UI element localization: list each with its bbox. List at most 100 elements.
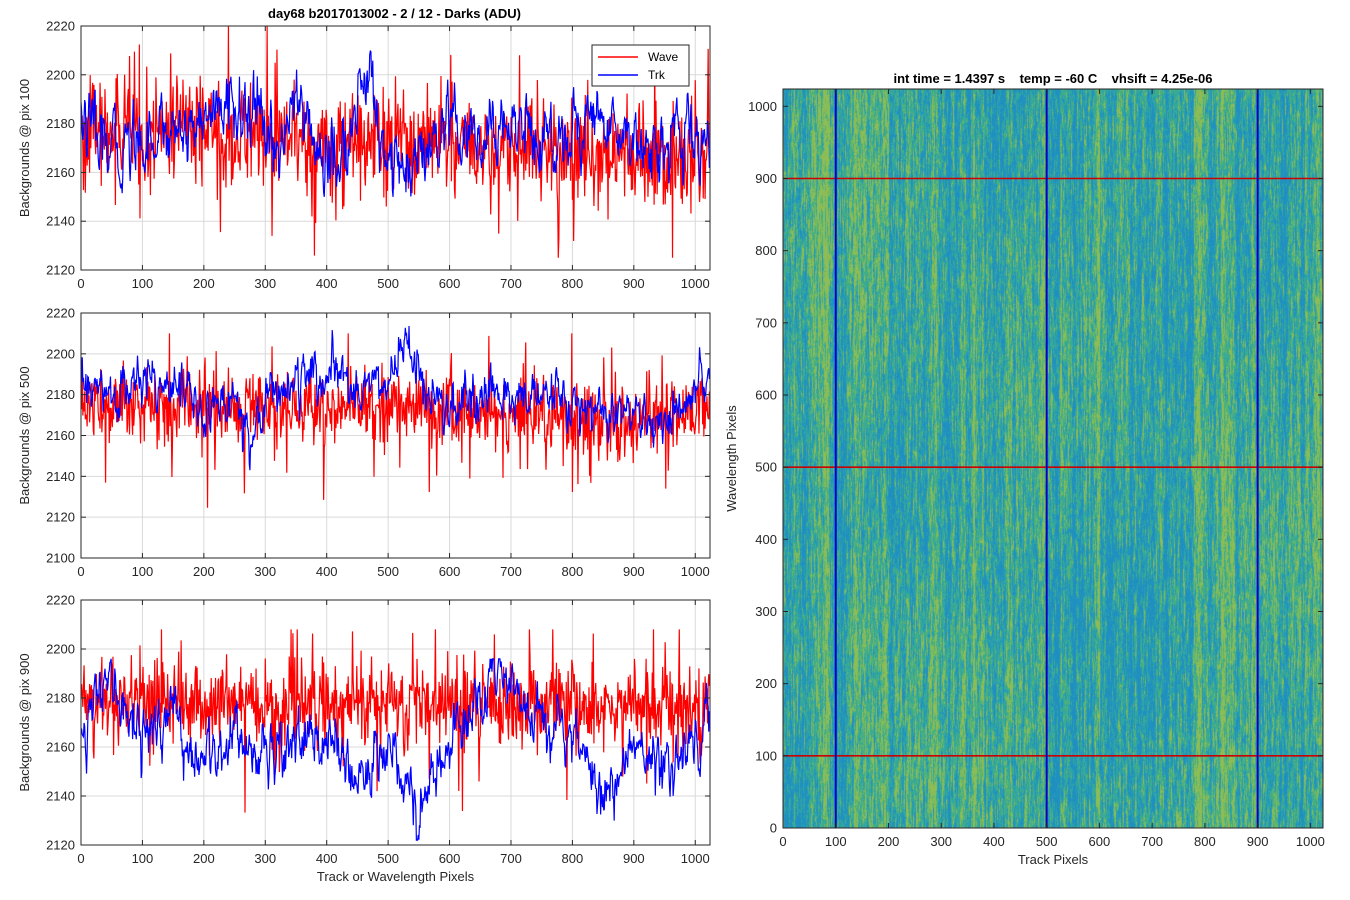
x-tick-label: 400: [316, 851, 338, 866]
series-line-wave: [81, 629, 710, 813]
y-tick-label: 2160: [46, 740, 75, 755]
y-axis-label: Backgrounds @ pix 100: [17, 79, 32, 217]
x-tick-label: 300: [254, 564, 276, 579]
x-tick-label: 1000: [681, 851, 710, 866]
y-tick-label: 2100: [46, 551, 75, 566]
x-tick-label: 1000: [681, 564, 710, 579]
y-axis-label: Backgrounds @ pix 500: [17, 366, 32, 504]
x-tick-label: 200: [193, 851, 215, 866]
legend-box: [591, 44, 690, 87]
y-axis-label: Wavelength Pixels: [724, 405, 739, 512]
x-tick-label: 500: [377, 564, 399, 579]
x-tick-label: 100: [825, 834, 847, 849]
x-tick-label: 0: [779, 834, 786, 849]
x-tick-label: 300: [254, 851, 276, 866]
x-tick-label: 600: [439, 564, 461, 579]
y-tick-label: 2140: [46, 214, 75, 229]
y-tick-label: 2180: [46, 116, 75, 131]
x-tick-label: 400: [316, 276, 338, 291]
figure-title: day68 b2017013002 - 2 / 12 - Darks (ADU): [268, 6, 521, 21]
line-plot-pix-900: 0 100 200 300 400 500 600 700 800 900 1000 2120 2140…: [17, 593, 711, 884]
x-tick-label: 0: [77, 564, 84, 579]
y-tick-label: 2180: [46, 691, 75, 706]
heatmap-image: [783, 89, 1323, 828]
x-tick-label: 900: [1247, 834, 1269, 849]
heatmap-plot: 0 100 200 300 400 500 600 700 800 900 1000 0 100 200 3…: [724, 71, 1325, 867]
y-tick-label: 800: [755, 243, 777, 258]
axes-frame: [80, 599, 711, 846]
x-tick-label: 800: [562, 851, 584, 866]
x-tick-label: 700: [500, 276, 522, 291]
x-tick-label: 600: [439, 276, 461, 291]
y-tick-label: 2120: [46, 510, 75, 525]
axes-frame: [80, 25, 711, 271]
y-tick-label: 400: [755, 532, 777, 547]
y-tick-label: 1000: [748, 99, 777, 114]
x-tick-label: 0: [77, 851, 84, 866]
x-tick-label: 800: [562, 564, 584, 579]
x-tick-label: 300: [930, 834, 952, 849]
legend-label-wave: Wave: [648, 50, 679, 64]
series-line-trk: [81, 49, 710, 197]
x-tick-label: 200: [878, 834, 900, 849]
y-tick-label: 700: [755, 315, 777, 330]
x-tick-label: 400: [316, 564, 338, 579]
y-tick-label: 300: [755, 604, 777, 619]
x-tick-label: 1000: [681, 276, 710, 291]
x-axis-label: Track Pixels: [1018, 852, 1089, 867]
y-tick-label: 2220: [46, 593, 75, 608]
x-tick-label: 1000: [1296, 834, 1325, 849]
y-tick-label: 2200: [46, 642, 75, 657]
x-tick-label: 600: [439, 851, 461, 866]
y-tick-label: 2140: [46, 469, 75, 484]
legend: Wave Trk: [591, 44, 690, 87]
x-tick-label: 900: [623, 276, 645, 291]
y-tick-label: 0: [770, 821, 777, 836]
y-tick-label: 900: [755, 171, 777, 186]
x-tick-label: 200: [193, 564, 215, 579]
series-line-trk: [81, 658, 710, 841]
x-tick-label: 800: [1194, 834, 1216, 849]
x-tick-label: 200: [193, 276, 215, 291]
y-tick-label: 2160: [46, 428, 75, 443]
x-tick-label: 0: [77, 276, 84, 291]
x-tick-label: 900: [623, 564, 645, 579]
x-tick-label: 400: [983, 834, 1005, 849]
y-tick-label: 2180: [46, 387, 75, 402]
x-tick-label: 500: [1036, 834, 1058, 849]
x-tick-label: 500: [377, 851, 399, 866]
y-tick-label: 2200: [46, 67, 75, 82]
x-tick-label: 100: [132, 564, 154, 579]
legend-label-trk: Trk: [648, 68, 666, 82]
y-tick-label: 100: [755, 748, 777, 763]
x-tick-label: 100: [132, 276, 154, 291]
y-tick-label: 2120: [46, 263, 75, 278]
x-axis-label: Track or Wavelength Pixels: [317, 869, 475, 884]
y-tick-label: 2220: [46, 306, 75, 321]
x-tick-label: 500: [377, 276, 399, 291]
y-tick-label: 500: [755, 460, 777, 475]
axes-frame: [782, 88, 1324, 829]
series-line-trk: [81, 325, 710, 471]
y-tick-label: 2120: [46, 838, 75, 853]
x-tick-label: 100: [132, 851, 154, 866]
heatmap-title: int time = 1.4397 s temp = -60 C vhsift …: [893, 71, 1212, 86]
y-tick-label: 200: [755, 676, 777, 691]
x-tick-label: 900: [623, 851, 645, 866]
y-tick-label: 600: [755, 387, 777, 402]
y-tick-label: 2220: [46, 19, 75, 34]
y-tick-label: 2160: [46, 165, 75, 180]
y-tick-label: 2140: [46, 789, 75, 804]
x-tick-label: 800: [562, 276, 584, 291]
line-plot-pix-500: 0 100 200 300 400 500 600 700 800 900 1000 2100 2120…: [17, 306, 711, 579]
x-tick-label: 700: [1141, 834, 1163, 849]
x-tick-label: 700: [500, 564, 522, 579]
x-tick-label: 600: [1089, 834, 1111, 849]
x-tick-label: 300: [254, 276, 276, 291]
line-plot-pix-100: 0 100 200 300 400 500 600 700 800 900 1000 2120 2140…: [17, 19, 711, 291]
y-tick-label: 2200: [46, 346, 75, 361]
y-axis-label: Backgrounds @ pix 900: [17, 653, 32, 791]
x-tick-label: 700: [500, 851, 522, 866]
series-line-wave: [81, 26, 710, 258]
